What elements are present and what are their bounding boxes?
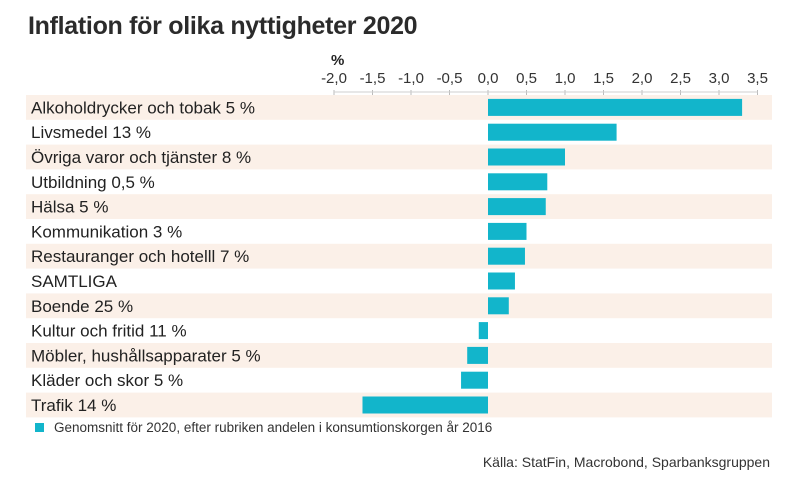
chart-title: Inflation för olika nyttigheter 2020: [28, 12, 418, 40]
x-tick-label: -1,5: [360, 70, 386, 87]
x-tick-label: 0,5: [516, 70, 537, 87]
category-label: Hälsa 5 %: [31, 198, 108, 217]
bar: [461, 371, 488, 389]
bar: [488, 297, 509, 315]
bar: [488, 247, 525, 265]
category-label: Alkoholdrycker och tobak 5 %: [31, 98, 255, 117]
category-label: SAMTLIGA: [31, 272, 118, 291]
legend-label: Genomsnitt för 2020, efter rubriken ande…: [54, 420, 493, 435]
category-label: Övriga varor och tjänster 8 %: [31, 148, 251, 167]
bar: [467, 346, 488, 364]
x-tick-label: 0,0: [478, 70, 499, 87]
x-tick-label: 3,5: [747, 70, 768, 87]
bar: [488, 123, 617, 141]
x-tick-label: 3,0: [709, 70, 730, 87]
category-label: Utbildning 0,5 %: [31, 173, 155, 192]
x-tick-label: -2,0: [321, 70, 347, 87]
bar: [488, 98, 743, 116]
x-tick-label: 1,5: [593, 70, 614, 87]
bar: [478, 322, 488, 340]
bar: [362, 396, 488, 414]
category-label: Kultur och fritid 11 %: [31, 322, 187, 341]
x-tick-label: 1,0: [555, 70, 576, 87]
bar: [488, 173, 548, 191]
category-label: Kläder och skor 5 %: [31, 371, 183, 390]
x-tick-label: -0,5: [437, 70, 463, 87]
x-tick-label: 2,5: [670, 70, 691, 87]
legend-swatch: [35, 423, 44, 432]
row-band: [26, 343, 772, 368]
axis-unit-label: %: [331, 52, 345, 69]
category-label: Boende 25 %: [31, 297, 133, 316]
category-label: Möbler, hushållsapparater 5 %: [31, 346, 261, 365]
row-band: [26, 194, 772, 219]
source-note: Källa: StatFin, Macrobond, Sparbanksgrup…: [482, 454, 770, 470]
bar: [488, 222, 527, 240]
row-band: [26, 293, 772, 319]
x-tick-label: 2,0: [632, 70, 653, 87]
category-label: Livsmedel 13 %: [31, 123, 151, 142]
x-tick-label: -1,0: [398, 70, 424, 87]
bar: [488, 148, 565, 166]
row-band: [26, 243, 772, 269]
category-label: Trafik 14 %: [31, 396, 116, 415]
bar: [488, 272, 515, 290]
category-label: Kommunikation 3 %: [31, 222, 182, 241]
legend: Genomsnitt för 2020, efter rubriken ande…: [35, 420, 492, 435]
row-band: [26, 144, 772, 170]
category-label: Restauranger och hotelll 7 %: [31, 247, 249, 266]
bar: [488, 198, 546, 216]
